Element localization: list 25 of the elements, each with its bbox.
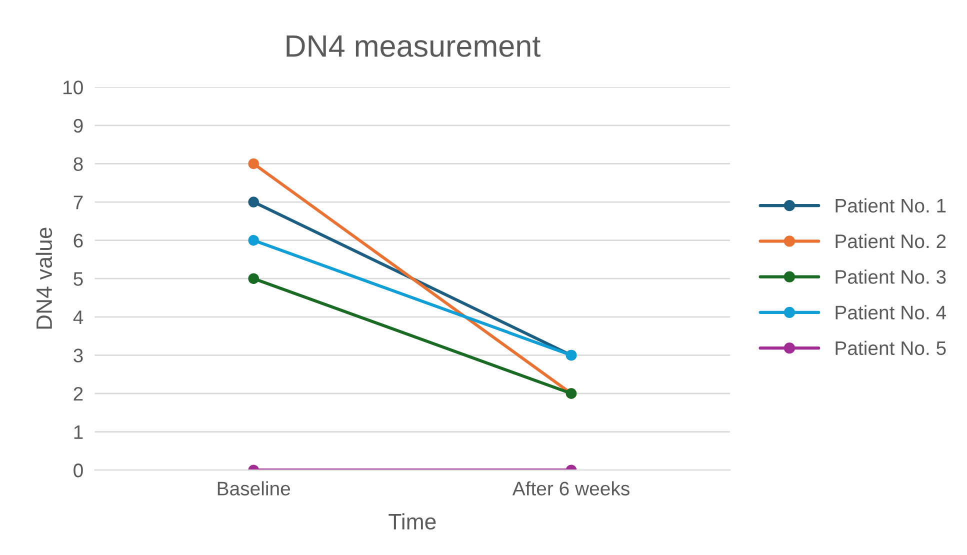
y-tick-label: 6 [74, 234, 83, 248]
y-tick-label: 1 [74, 425, 83, 439]
y-tick-label: 0 [74, 464, 83, 478]
y-tick-label: 2 [74, 386, 83, 401]
point [248, 234, 259, 246]
y-tick-label: 10 [64, 80, 83, 94]
legend-label: Patient No. 4 [836, 305, 946, 320]
y-tick-label: 9 [74, 118, 83, 133]
chart-title: DN4 measurement [286, 36, 540, 57]
point [248, 273, 259, 284]
legend-label: Patient No. 1 [836, 198, 946, 213]
legend-label: Patient No. 2 [836, 234, 946, 248]
legend-label: Patient No. 5 [836, 340, 946, 356]
x-axis-title: Time [388, 513, 436, 530]
y-tick-label: 7 [74, 196, 83, 210]
x-tick-label: After 6 weeks [512, 481, 630, 496]
y-tick-label: 8 [74, 157, 83, 171]
y-tick-label: 3 [74, 348, 83, 362]
y-tick-label: 4 [73, 310, 84, 324]
legend-label: Patient No. 3 [836, 270, 946, 284]
point [248, 158, 259, 170]
x-tick-label: Baseline [218, 481, 290, 496]
point [248, 196, 259, 208]
y-tick-label: 5 [74, 272, 83, 286]
y-axis-title: DN4 value [36, 228, 52, 329]
